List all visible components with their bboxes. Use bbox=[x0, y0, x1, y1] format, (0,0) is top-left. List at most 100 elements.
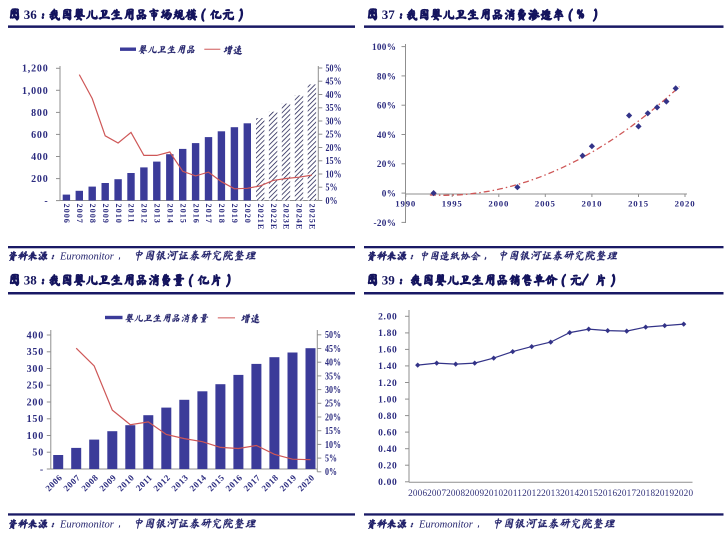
svg-text:2021E: 2021E bbox=[256, 204, 265, 231]
svg-text:2011: 2011 bbox=[134, 472, 155, 493]
svg-text:36: 36 bbox=[24, 7, 38, 22]
svg-text:2011: 2011 bbox=[503, 488, 522, 498]
svg-text:2012: 2012 bbox=[522, 488, 541, 498]
svg-text:600: 600 bbox=[31, 130, 48, 141]
svg-text:2018: 2018 bbox=[259, 472, 280, 493]
svg-text:40%: 40% bbox=[377, 130, 396, 140]
svg-text:2014: 2014 bbox=[560, 488, 579, 498]
svg-text:Euromonitor: Euromonitor bbox=[59, 520, 115, 531]
svg-text:37: 37 bbox=[382, 7, 396, 22]
svg-text:2018: 2018 bbox=[636, 488, 655, 498]
svg-text:2009: 2009 bbox=[465, 488, 484, 498]
svg-text:-: - bbox=[40, 464, 44, 475]
svg-text:2015: 2015 bbox=[579, 488, 598, 498]
svg-text:15%: 15% bbox=[325, 425, 341, 436]
svg-text:2015: 2015 bbox=[178, 204, 187, 224]
svg-text:300: 300 bbox=[27, 364, 44, 375]
svg-text:2019: 2019 bbox=[230, 204, 239, 224]
svg-text:50%: 50% bbox=[326, 63, 342, 74]
svg-text:0.60: 0.60 bbox=[378, 428, 397, 438]
svg-text:0%: 0% bbox=[326, 195, 338, 206]
svg-text:2013: 2013 bbox=[153, 204, 162, 224]
svg-text:2024E: 2024E bbox=[295, 204, 304, 231]
svg-text:-: - bbox=[44, 196, 48, 207]
svg-text:10%: 10% bbox=[326, 169, 342, 180]
svg-text:0.40: 0.40 bbox=[378, 445, 397, 455]
svg-text:50%: 50% bbox=[325, 329, 341, 340]
svg-text:100%: 100% bbox=[372, 42, 396, 52]
svg-text:20%: 20% bbox=[325, 412, 341, 423]
svg-text:250: 250 bbox=[27, 381, 44, 392]
svg-text:-20%: -20% bbox=[374, 218, 397, 228]
svg-text:60%: 60% bbox=[377, 101, 396, 111]
svg-text:10%: 10% bbox=[325, 439, 341, 450]
svg-text:2010: 2010 bbox=[114, 204, 123, 224]
svg-text:Euromonitor: Euromonitor bbox=[418, 520, 474, 531]
svg-text:2020: 2020 bbox=[243, 204, 252, 224]
svg-text:39: 39 bbox=[382, 273, 396, 288]
svg-text:2016: 2016 bbox=[223, 472, 244, 493]
svg-text:2010: 2010 bbox=[115, 472, 136, 493]
svg-text:2.00: 2.00 bbox=[378, 313, 397, 323]
svg-text:50: 50 bbox=[32, 448, 44, 459]
svg-text:2013: 2013 bbox=[169, 472, 190, 493]
svg-text:30%: 30% bbox=[325, 384, 341, 395]
svg-text:2017: 2017 bbox=[241, 472, 262, 493]
svg-text:2010: 2010 bbox=[582, 199, 603, 209]
svg-text:1995: 1995 bbox=[442, 199, 463, 209]
svg-text:15%: 15% bbox=[326, 155, 342, 166]
svg-text:45%: 45% bbox=[326, 76, 342, 87]
svg-text:2016: 2016 bbox=[598, 488, 617, 498]
svg-text:20%: 20% bbox=[377, 159, 396, 169]
svg-text:0%: 0% bbox=[325, 466, 337, 477]
svg-text:2014: 2014 bbox=[187, 472, 208, 493]
svg-text:0.80: 0.80 bbox=[378, 412, 397, 422]
svg-text:2023E: 2023E bbox=[282, 204, 291, 231]
svg-text:2006: 2006 bbox=[62, 204, 71, 224]
svg-text:2010: 2010 bbox=[484, 488, 503, 498]
svg-text:2007: 2007 bbox=[427, 488, 446, 498]
svg-text:100: 100 bbox=[27, 431, 44, 442]
svg-text:5%: 5% bbox=[326, 182, 338, 193]
svg-text:2007: 2007 bbox=[61, 472, 82, 493]
svg-text:0.00: 0.00 bbox=[378, 478, 397, 488]
svg-text:1,200: 1,200 bbox=[22, 64, 49, 75]
svg-text:400: 400 bbox=[27, 330, 44, 341]
svg-text:20%: 20% bbox=[326, 142, 342, 153]
svg-text:2025E: 2025E bbox=[308, 204, 317, 231]
svg-text:150: 150 bbox=[27, 414, 44, 425]
svg-text:400: 400 bbox=[31, 152, 48, 163]
svg-text:2008: 2008 bbox=[79, 472, 100, 493]
svg-text:25%: 25% bbox=[325, 398, 341, 409]
svg-text:2022E: 2022E bbox=[269, 204, 278, 231]
svg-text:35%: 35% bbox=[325, 370, 341, 381]
svg-text:2017: 2017 bbox=[204, 204, 213, 224]
svg-text:2009: 2009 bbox=[101, 204, 110, 224]
svg-text:2015: 2015 bbox=[628, 199, 649, 209]
svg-text:2000: 2000 bbox=[488, 199, 509, 209]
svg-text:350: 350 bbox=[27, 347, 44, 358]
svg-text:200: 200 bbox=[31, 174, 48, 185]
svg-text:2014: 2014 bbox=[166, 204, 175, 224]
svg-text:2005: 2005 bbox=[535, 199, 556, 209]
svg-text:2019: 2019 bbox=[655, 488, 674, 498]
svg-text:2018: 2018 bbox=[217, 204, 226, 224]
svg-text:1.40: 1.40 bbox=[378, 362, 397, 372]
svg-text:2017: 2017 bbox=[617, 488, 636, 498]
svg-text:2016: 2016 bbox=[191, 204, 200, 224]
svg-text:25%: 25% bbox=[326, 129, 342, 140]
svg-text:1990: 1990 bbox=[395, 199, 416, 209]
svg-text:5%: 5% bbox=[325, 453, 337, 464]
svg-text:2009: 2009 bbox=[97, 472, 118, 493]
svg-text:2012: 2012 bbox=[140, 204, 149, 224]
svg-text:40%: 40% bbox=[326, 89, 342, 100]
svg-text:2006: 2006 bbox=[408, 488, 427, 498]
svg-text:800: 800 bbox=[31, 108, 48, 119]
svg-text:1.20: 1.20 bbox=[378, 379, 397, 389]
svg-text:2020: 2020 bbox=[674, 488, 693, 498]
svg-text:35%: 35% bbox=[326, 102, 342, 113]
svg-text:1.00: 1.00 bbox=[378, 395, 397, 405]
svg-text:200: 200 bbox=[27, 397, 44, 408]
svg-text:2019: 2019 bbox=[278, 472, 299, 493]
svg-text:40%: 40% bbox=[325, 357, 341, 368]
